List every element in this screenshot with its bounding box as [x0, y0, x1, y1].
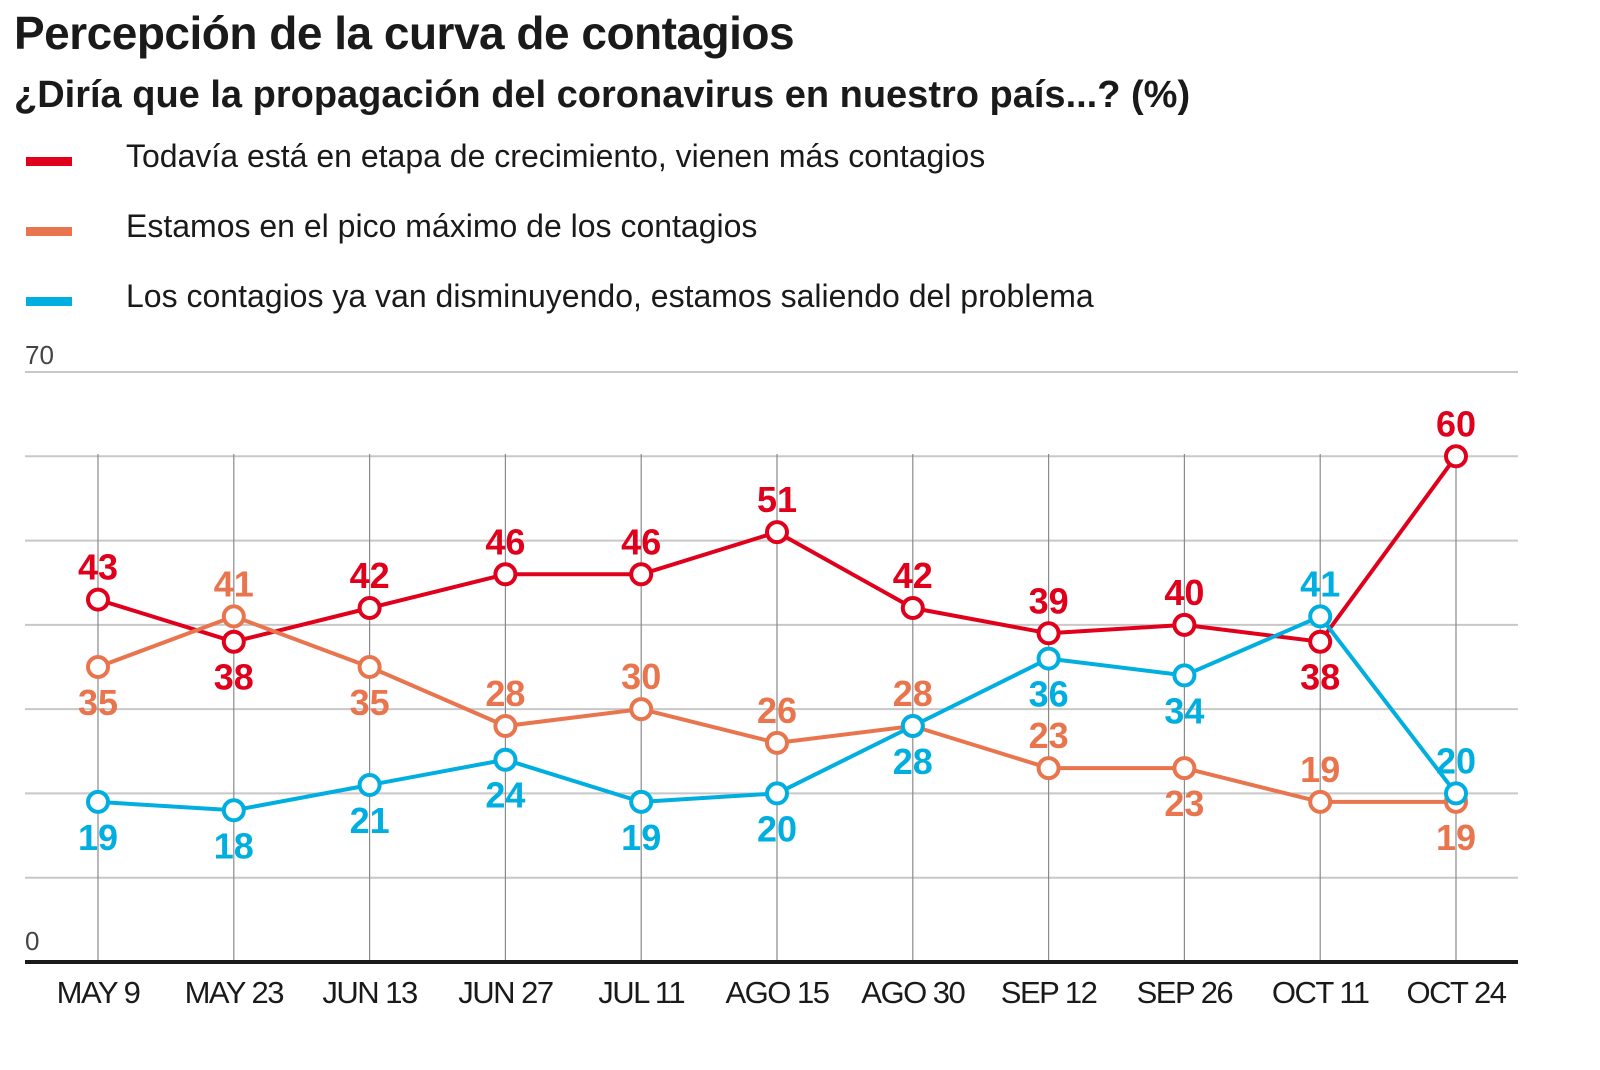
legend-label-decline: Los contagios ya van disminuyendo, estam…	[126, 278, 1094, 314]
x-tick-label: JUL 11	[598, 975, 684, 1010]
data-point	[221, 798, 246, 823]
data-point	[629, 562, 654, 587]
data-point	[1036, 756, 1061, 781]
legend-swatch-peak	[26, 227, 72, 236]
legend-label-growth: Todavía está en etapa de crecimiento, vi…	[126, 138, 986, 174]
data-label: 41	[1300, 563, 1340, 604]
data-point	[86, 789, 110, 814]
y-tick-label: 70	[25, 340, 54, 370]
data-point	[1036, 646, 1061, 671]
data-label: 19	[1436, 817, 1476, 858]
data-point	[1444, 781, 1468, 806]
data-point	[1444, 444, 1468, 469]
data-point	[493, 714, 518, 738]
data-label: 39	[1029, 580, 1069, 621]
data-label: 28	[893, 673, 933, 714]
data-label: 60	[1436, 403, 1476, 444]
data-label: 46	[621, 521, 661, 562]
data-label: 38	[1300, 657, 1340, 698]
data-point	[1308, 629, 1333, 654]
data-point	[86, 587, 110, 612]
data-label: 51	[757, 479, 797, 520]
data-point	[493, 747, 518, 772]
data-label: 35	[350, 682, 390, 723]
data-point	[221, 629, 246, 654]
data-point	[900, 714, 925, 738]
data-label: 19	[78, 817, 118, 858]
x-tick-label: MAY 9	[57, 975, 140, 1010]
chart-subtitle: ¿Diría que la propagación del coronaviru…	[14, 74, 1191, 116]
data-label: 23	[1029, 715, 1069, 756]
data-label: 34	[1164, 690, 1204, 731]
data-label: 20	[757, 808, 797, 849]
data-point	[86, 655, 110, 679]
y-tick-label: 0	[25, 926, 39, 956]
data-label: 19	[1300, 749, 1340, 790]
x-tick-label: AGO 15	[726, 975, 829, 1010]
data-point	[765, 520, 789, 545]
data-label: 30	[621, 656, 661, 697]
legend-swatch-growth	[26, 157, 72, 166]
data-point	[1308, 789, 1333, 814]
data-label: 40	[1164, 572, 1204, 613]
data-point	[493, 562, 518, 587]
data-point	[1036, 621, 1061, 646]
legend-swatch-decline	[26, 297, 72, 306]
data-point	[900, 596, 925, 620]
x-tick-label: SEP 26	[1137, 975, 1233, 1010]
data-label: 38	[214, 657, 254, 698]
data-label: 41	[214, 563, 254, 604]
data-label: 20	[1436, 740, 1476, 781]
x-tick-label: JUN 27	[458, 975, 553, 1010]
data-label: 46	[485, 521, 525, 562]
data-point	[629, 697, 654, 722]
x-tick-label: SEP 12	[1001, 975, 1097, 1010]
x-tick-label: MAY 23	[185, 975, 284, 1010]
x-tick-label: AGO 30	[861, 975, 965, 1010]
data-label: 23	[1164, 783, 1204, 824]
data-label: 42	[893, 555, 933, 596]
data-point	[765, 781, 789, 806]
chart-title: Percepción de la curva de contagios	[14, 7, 795, 59]
data-label: 35	[78, 682, 118, 723]
data-label: 18	[214, 825, 254, 866]
data-label: 21	[350, 800, 390, 841]
data-point	[1172, 756, 1197, 781]
x-tick-label: OCT 24	[1407, 975, 1507, 1010]
data-point	[765, 730, 789, 755]
data-label: 26	[757, 690, 797, 731]
x-tick-label: JUN 13	[322, 975, 417, 1010]
data-label: 24	[485, 775, 525, 816]
data-point	[1308, 604, 1333, 629]
data-point	[1172, 663, 1197, 688]
legend-label-peak: Estamos en el pico máximo de los contagi…	[126, 208, 758, 244]
data-point	[629, 789, 654, 814]
data-label: 36	[1029, 674, 1069, 715]
data-label: 42	[350, 555, 390, 596]
data-point	[1172, 612, 1197, 637]
data-label: 43	[78, 547, 118, 588]
data-point	[357, 773, 382, 797]
data-point	[221, 604, 246, 629]
data-label: 28	[893, 741, 933, 782]
data-point	[357, 655, 382, 679]
x-tick-label: OCT 11	[1272, 975, 1369, 1010]
data-label: 19	[621, 817, 661, 858]
data-point	[357, 596, 382, 620]
data-label: 28	[485, 673, 525, 714]
